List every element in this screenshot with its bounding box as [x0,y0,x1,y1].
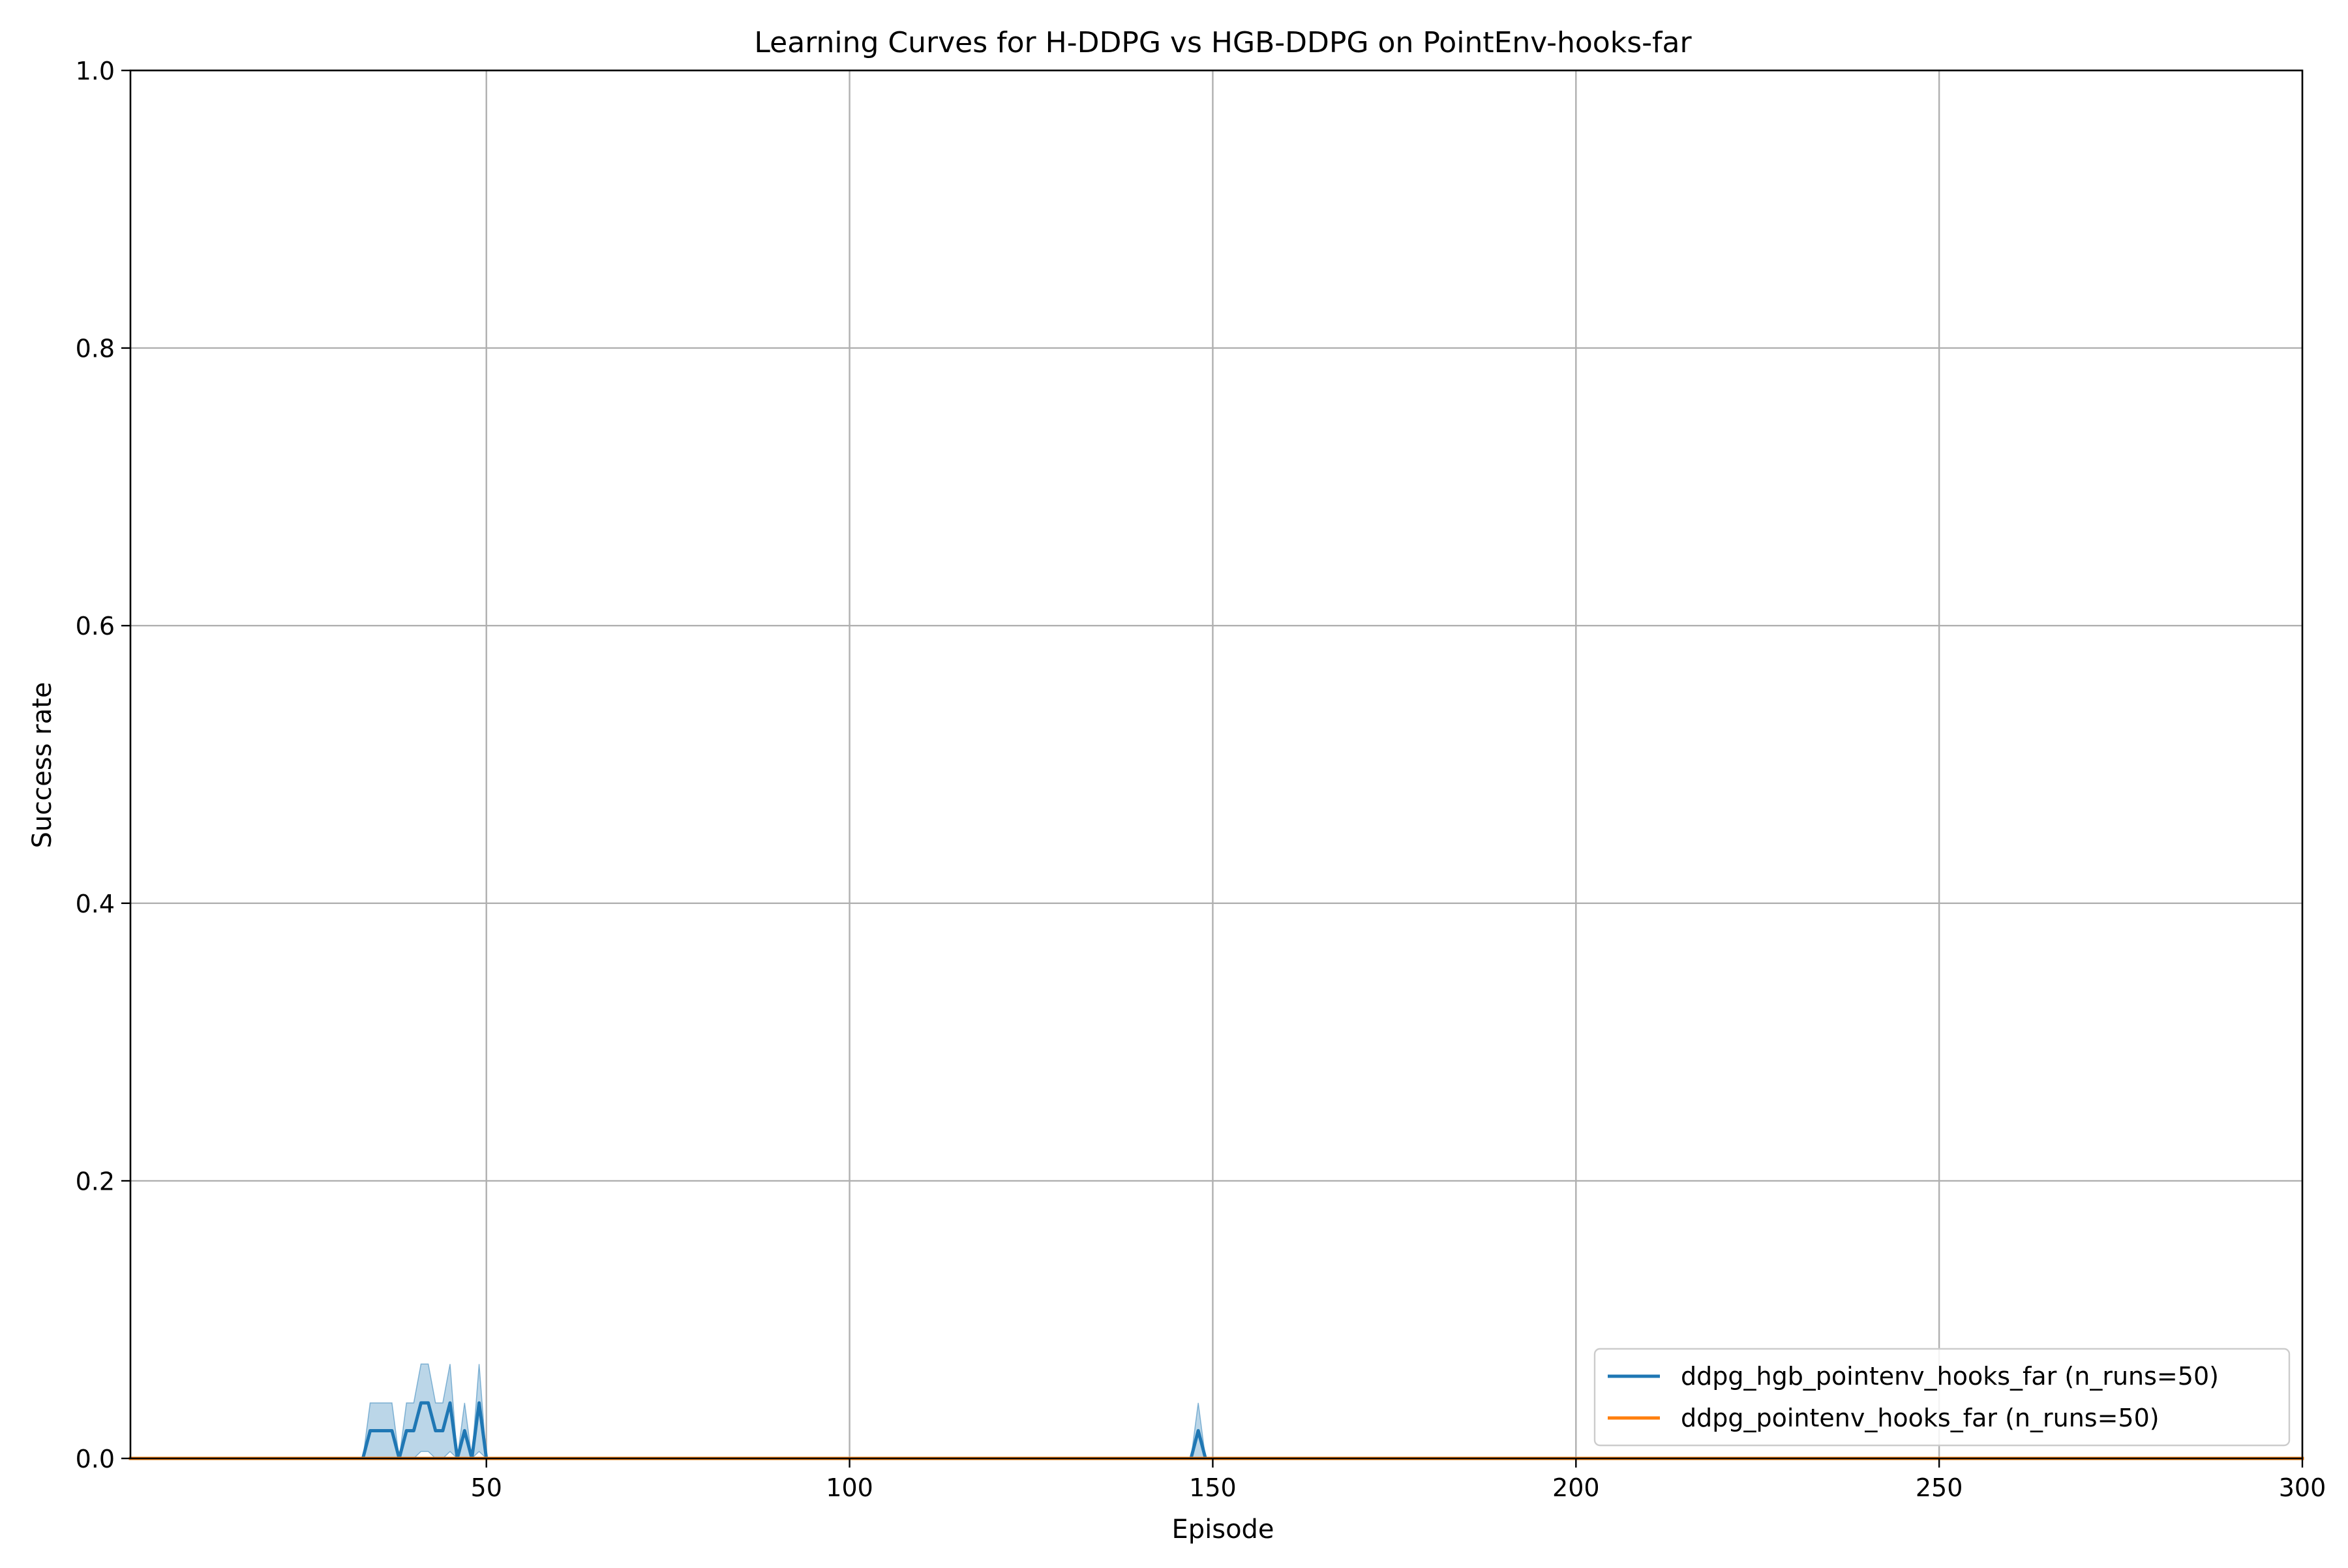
x-tick-label: 300 [2279,1473,2326,1502]
y-tick-label: 0.0 [76,1445,115,1473]
y-tick-label: 0.6 [76,612,115,641]
x-tick-label: 100 [826,1473,873,1502]
x-axis-label: Episode [1171,1515,1274,1545]
x-tick-label: 150 [1189,1473,1237,1502]
axes [129,69,2304,1460]
plot-frame [129,69,2304,1460]
chart-title: Learning Curves for H-DDPG vs HGB-DDPG o… [754,26,1692,59]
legend: ddpg_hgb_pointenv_hooks_far (n_runs=50)d… [1593,1348,2291,1447]
legend-label-2: ddpg_pointenv_hooks_far (n_runs=50) [1681,1404,2160,1432]
y-tick-label: 0.2 [76,1167,115,1196]
x-tick-label: 250 [1916,1473,1963,1502]
tick-labels: 50 100 150 200 250 300 0.0 0.2 0.4 0.6 0.8 1.0 [76,57,2326,1502]
y-tick-label: 1.0 [76,57,115,85]
legend-box [1593,1348,2291,1447]
x-tick-label: 200 [1552,1473,1600,1502]
y-tick-label: 0.8 [76,335,115,363]
x-tick-label: 50 [471,1473,502,1502]
y-axis-label: Success rate [27,682,57,849]
grid-lines [130,69,2304,1460]
y-tick-label: 0.4 [76,890,115,918]
legend-label-1: ddpg_hgb_pointenv_hooks_far (n_runs=50) [1681,1362,2219,1391]
